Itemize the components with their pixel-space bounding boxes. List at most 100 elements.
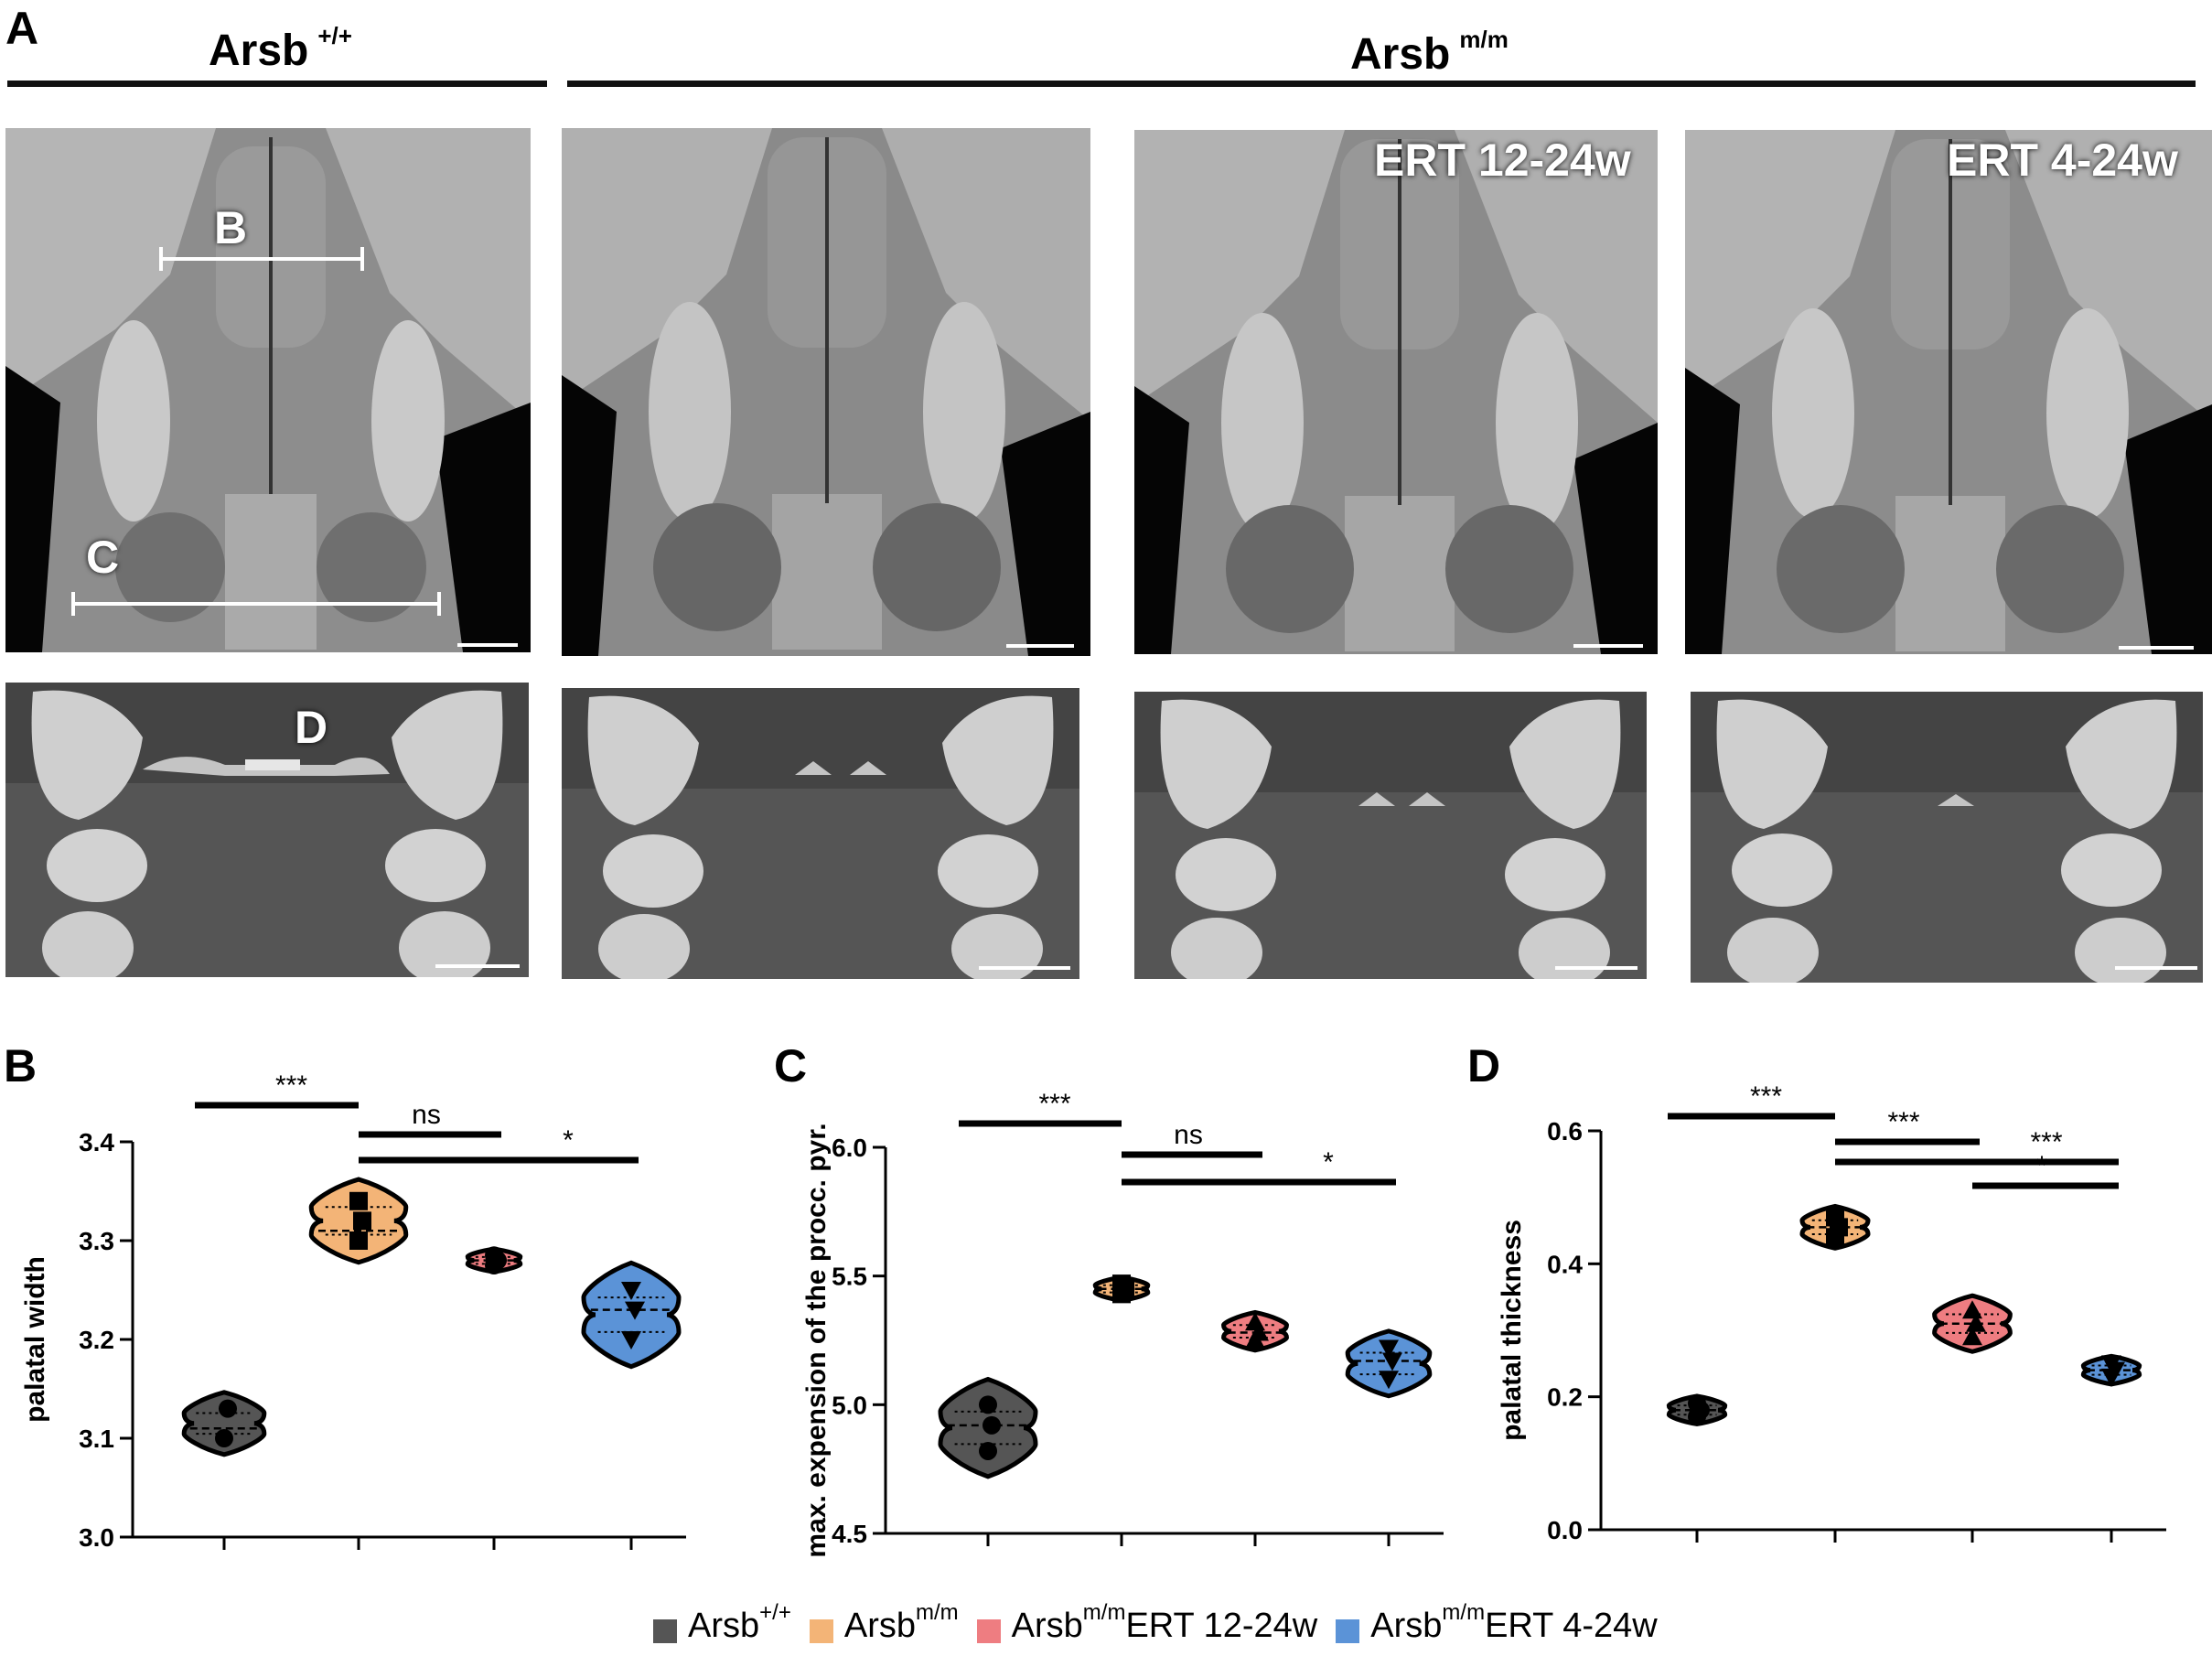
panel-letter-b: B — [4, 1040, 38, 1091]
legend-swatch — [809, 1619, 833, 1643]
legend-swatch — [1336, 1619, 1360, 1643]
microct-3d-ert-12-24w: ERT 12-24w — [1134, 130, 1658, 654]
group-title-wildtype: Arsb +/+ — [209, 22, 352, 76]
group-title-wildtype-sup: +/+ — [317, 22, 352, 49]
data-point — [1379, 1339, 1399, 1359]
violin-3 — [581, 1260, 682, 1370]
y-axis-label: max. expension of the procc. pyr. — [801, 1123, 832, 1557]
group-rule-mutant — [567, 81, 2196, 87]
significance-label: * — [1323, 1147, 1334, 1177]
ct-section-drawing — [1691, 692, 2203, 983]
legend-label-suffix: ERT 12-24w — [1125, 1606, 1318, 1645]
render-3d-drawing — [5, 128, 531, 652]
data-point — [979, 1395, 997, 1414]
significance-label: *** — [2030, 1127, 2062, 1157]
ct-section-drawing — [562, 688, 1079, 979]
microct-3d-ert-4-24w: ERT 4-24w — [1685, 130, 2212, 654]
significance-label: * — [563, 1125, 574, 1156]
data-point — [1962, 1300, 1982, 1319]
legend-swatch — [976, 1619, 1001, 1643]
legend-label: Arsb — [688, 1606, 760, 1645]
significance-label: * — [2036, 1151, 2047, 1181]
group-title-mutant-sup: m/m — [1459, 26, 1509, 53]
y-tick-label: 3.4 — [79, 1128, 114, 1156]
chart-legend: Arsb +/+ Arsb m/m Arsb m/m ERT 12-24w Arsb m… — [653, 1600, 1676, 1649]
data-point — [353, 1211, 371, 1231]
chart-palatal-width: 3.0 3.1 3.2 3.3 3.4 palatal width *** ns * — [20, 1070, 686, 1552]
data-point — [1249, 1322, 1269, 1341]
data-point — [219, 1399, 237, 1418]
y-tick-label: 3.3 — [79, 1227, 114, 1255]
legend-item-ert-12-24w: Arsb m/m ERT 12-24w — [976, 1600, 1318, 1646]
data-point — [621, 1282, 641, 1300]
microct-3d-mutant — [562, 128, 1090, 656]
data-point — [1112, 1274, 1131, 1294]
measure-marker-d: D — [295, 702, 328, 753]
data-point — [1688, 1393, 1706, 1413]
data-point — [349, 1191, 368, 1210]
ct-section-drawing — [1134, 692, 1647, 979]
legend-label-sup: m/m — [1442, 1600, 1486, 1625]
data-point — [2101, 1355, 2121, 1374]
data-point — [1966, 1313, 1986, 1332]
group-title-mutant-name: Arsb — [1350, 30, 1451, 79]
significance-label: *** — [1887, 1107, 1919, 1137]
legend-label-sup: m/m — [1082, 1600, 1126, 1625]
y-tick-label: 3.2 — [79, 1326, 114, 1354]
legend-label-sup: m/m — [915, 1600, 959, 1625]
y-tick-label: 5.5 — [832, 1263, 867, 1291]
render-3d-drawing — [562, 128, 1090, 656]
data-point — [1379, 1371, 1399, 1390]
legend-label: Arsb — [843, 1606, 916, 1645]
data-point — [1382, 1352, 1402, 1371]
y-tick-label: 0.0 — [1547, 1516, 1583, 1544]
significance-label: *** — [1038, 1089, 1070, 1119]
y-tick-label: 3.1 — [79, 1425, 114, 1453]
data-point — [979, 1441, 997, 1460]
condition-label-ert-4-24w: ERT 4-24w — [1947, 134, 2178, 186]
measure-marker-c: C — [86, 532, 120, 583]
violin-0 — [181, 1390, 267, 1457]
legend-label-sup: +/+ — [759, 1600, 791, 1625]
y-tick-label: 3.0 — [79, 1523, 114, 1552]
significance-label: *** — [1750, 1081, 1782, 1112]
legend-label: Arsb — [1370, 1606, 1443, 1645]
microct-3d-wildtype: B C — [5, 128, 531, 652]
significance-label: ns — [1174, 1120, 1203, 1150]
group-rule-wildtype — [7, 81, 547, 87]
group-title-wildtype-name: Arsb — [209, 27, 309, 75]
y-tick-label: 0.2 — [1547, 1383, 1583, 1412]
y-tick-label: 6.0 — [832, 1134, 867, 1162]
y-axis-label: palatal width — [20, 1256, 50, 1423]
measure-marker-b: B — [214, 202, 248, 253]
y-tick-label: 0.4 — [1547, 1250, 1583, 1278]
panel-letter-d: D — [1467, 1040, 1501, 1091]
data-point — [1826, 1208, 1844, 1227]
data-point — [1962, 1327, 1982, 1346]
condition-label-ert-12-24w: ERT 12-24w — [1374, 134, 1631, 186]
group-title-mutant: Arsb m/m — [1350, 26, 1509, 80]
data-point — [1245, 1312, 1265, 1331]
legend-item-ert-4-24w: Arsb m/m ERT 4-24w — [1336, 1600, 1658, 1646]
legend-item-wildtype: Arsb +/+ — [653, 1600, 791, 1646]
legend-label: Arsb — [1011, 1606, 1083, 1645]
render-3d-drawing — [1685, 130, 2212, 654]
render-3d-drawing — [1134, 130, 1658, 654]
legend-item-mutant: Arsb m/m — [809, 1600, 959, 1646]
ct-section-ert-12-24w — [1134, 692, 1647, 979]
data-point — [349, 1231, 368, 1250]
significance-label: ns — [412, 1100, 441, 1130]
panel-letter-a: A — [5, 3, 39, 54]
ct-section-ert-4-24w — [1691, 692, 2203, 983]
significance-label: *** — [275, 1070, 307, 1101]
ct-section-drawing — [5, 683, 529, 977]
y-tick-label: 5.0 — [832, 1391, 867, 1419]
data-point — [215, 1429, 233, 1447]
data-point — [625, 1301, 645, 1320]
legend-label-suffix: ERT 4-24w — [1485, 1606, 1658, 1645]
ct-section-mutant — [562, 688, 1079, 979]
y-tick-label: 4.5 — [832, 1520, 867, 1548]
data-point — [485, 1246, 503, 1265]
